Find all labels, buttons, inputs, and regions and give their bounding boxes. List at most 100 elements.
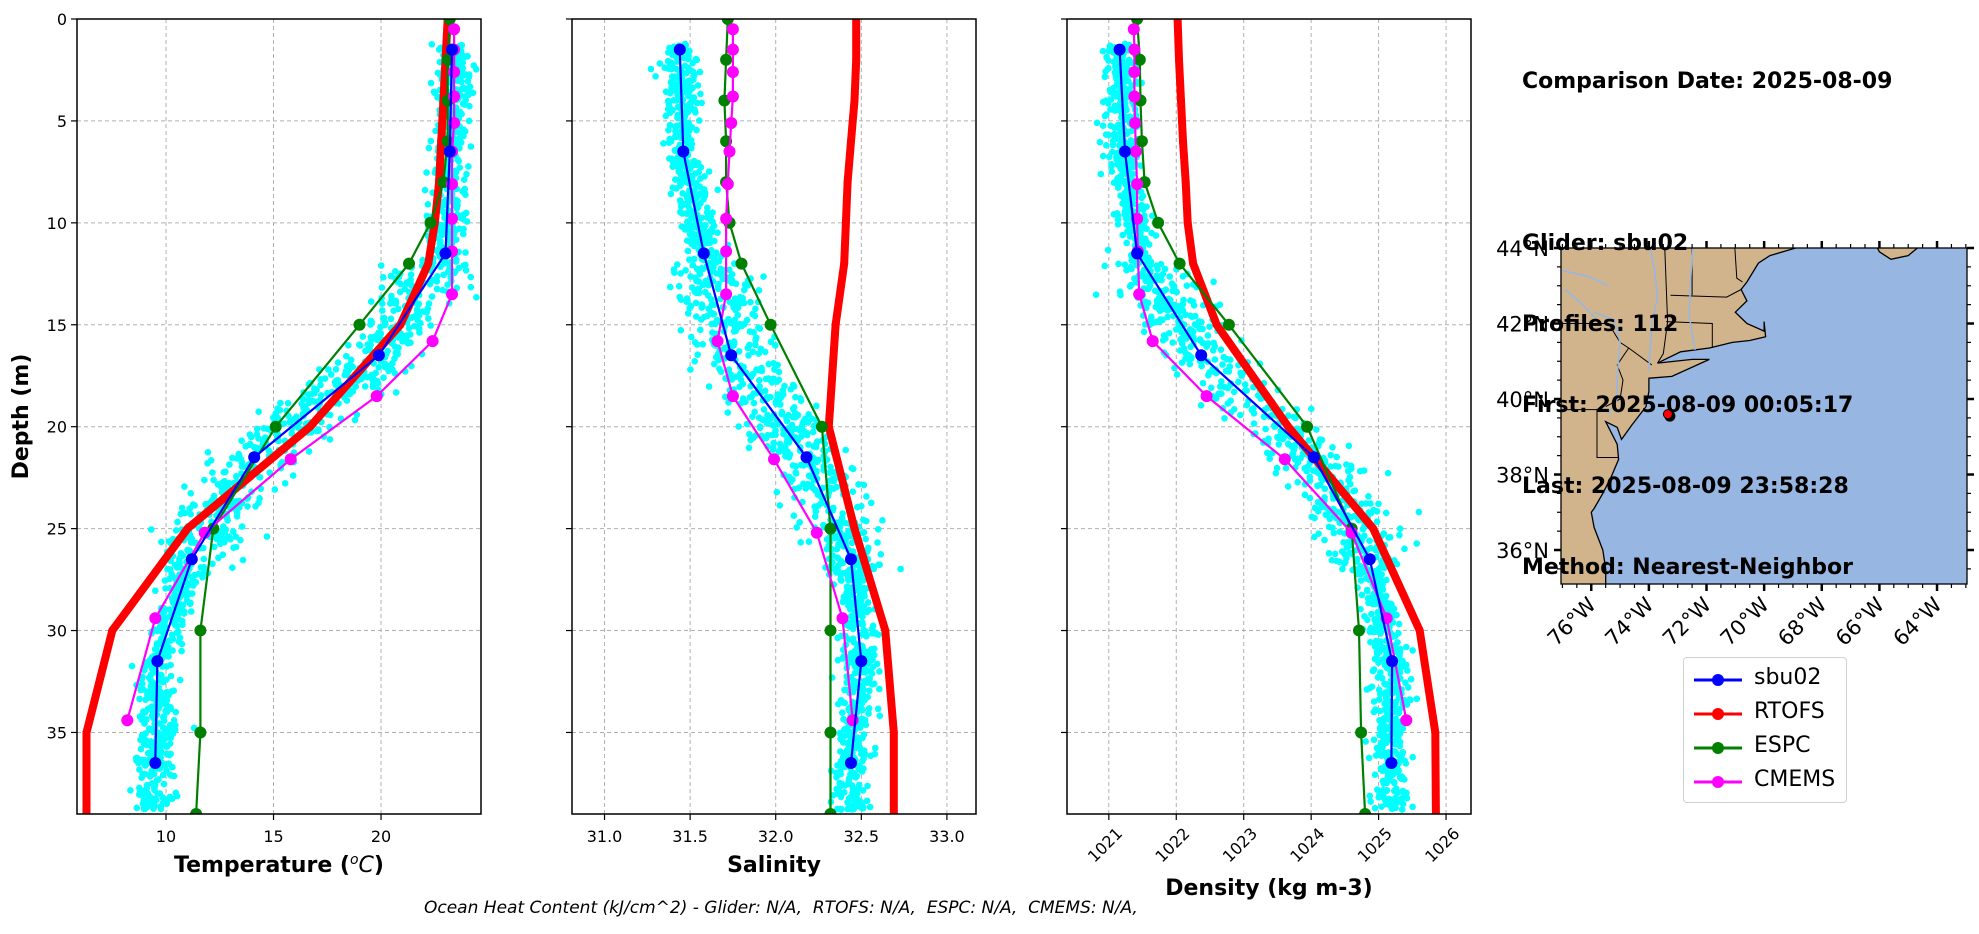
scatter-point	[1210, 278, 1217, 286]
scatter-point	[1116, 288, 1124, 296]
scatter-point	[150, 770, 158, 778]
data-point-espc	[424, 216, 437, 229]
data-point-cmems	[448, 23, 461, 36]
scatter-point	[1111, 133, 1119, 140]
scatter-point	[1198, 362, 1205, 370]
data-point-cmems	[711, 335, 724, 348]
scatter-point	[156, 677, 164, 685]
scatter-point	[705, 383, 713, 390]
scatter-point	[1204, 332, 1212, 339]
scatter-point	[313, 386, 320, 393]
scatter-point	[1187, 327, 1195, 334]
scatter-point	[860, 584, 867, 592]
scatter-point	[367, 321, 374, 328]
scatter-point	[1178, 329, 1185, 336]
scatter-point	[1401, 545, 1408, 553]
scatter-point	[688, 140, 695, 148]
scatter-point	[156, 790, 164, 797]
scatter-point	[699, 281, 707, 289]
scatter-point	[684, 218, 691, 225]
scatter-point	[859, 787, 867, 794]
scatter-point	[767, 415, 774, 423]
scatter-point	[1377, 669, 1384, 676]
scatter-point	[1388, 601, 1395, 608]
scatter-point	[707, 213, 714, 220]
scatter-point	[1226, 363, 1234, 370]
scatter-point	[1275, 434, 1283, 442]
scatter-point	[187, 490, 194, 497]
scatter-point	[693, 126, 700, 134]
scatter-point	[1398, 806, 1406, 813]
scatter-point	[128, 662, 136, 670]
scatter-point	[1105, 57, 1112, 64]
scatter-point	[1119, 231, 1126, 239]
scatter-point	[1372, 752, 1380, 759]
scatter-point	[163, 743, 171, 750]
scatter-point	[690, 72, 698, 80]
scatter-point	[876, 561, 883, 568]
scatter-point	[465, 73, 473, 81]
scatter-point	[680, 201, 688, 208]
scatter-point	[845, 775, 853, 782]
scatter-point	[1197, 402, 1205, 409]
data-point-cmems	[726, 90, 739, 103]
scatter-point	[163, 767, 170, 774]
scatter-point	[1262, 425, 1269, 433]
scatter-point	[1371, 643, 1379, 650]
scatter-point	[260, 425, 268, 432]
scatter-point	[172, 789, 180, 797]
scatter-point	[437, 221, 444, 229]
scatter-point	[426, 280, 434, 288]
scatter-point	[166, 606, 173, 613]
scatter-point	[369, 383, 377, 391]
scatter-point	[697, 90, 704, 98]
data-point-cmems	[720, 212, 733, 225]
scatter-point	[217, 528, 225, 536]
scatter-point	[1205, 372, 1212, 379]
scatter-point	[674, 111, 682, 119]
scatter-point	[210, 543, 218, 551]
scatter-point	[811, 513, 819, 520]
legend-label: CMEMS	[1754, 767, 1836, 792]
scatter-point	[1292, 414, 1299, 422]
lat-tick-label: 40°N	[1496, 388, 1549, 412]
scatter-point	[171, 726, 179, 733]
scatter-point	[1311, 533, 1318, 541]
scatter-point	[1161, 265, 1169, 273]
scatter-point	[1377, 765, 1385, 772]
scatter-point	[731, 295, 739, 302]
scatter-point	[343, 352, 350, 360]
scatter-point	[1384, 469, 1392, 477]
scatter-point	[740, 286, 748, 294]
scatter-point	[1333, 453, 1340, 461]
scatter-point	[186, 505, 193, 512]
data-point-sbu02	[446, 43, 458, 56]
scatter-point	[692, 299, 700, 307]
scatter-point	[1358, 500, 1365, 508]
scatter-point	[685, 84, 693, 92]
scatter-point	[1126, 283, 1134, 290]
scatter-point	[729, 301, 737, 308]
data-point-rtofs	[306, 422, 315, 431]
scatter-point	[1272, 469, 1280, 477]
scatter-point	[178, 647, 185, 655]
scatter-point	[1170, 283, 1178, 291]
scatter-point	[691, 221, 698, 228]
scatter-point	[865, 705, 873, 712]
scatter-point	[798, 433, 805, 440]
scatter-point	[837, 575, 844, 583]
scatter-point	[694, 82, 702, 89]
scatter-point	[671, 269, 678, 277]
scatter-point	[172, 621, 179, 628]
scatter-point	[1339, 565, 1346, 573]
scatter-point	[755, 350, 762, 357]
scatter-point	[695, 267, 702, 274]
scatter-point	[746, 394, 754, 401]
scatter-point	[1145, 285, 1152, 293]
scatter-point	[317, 381, 324, 389]
scatter-point	[151, 782, 159, 789]
scatter-point	[692, 287, 699, 294]
scatter-point	[848, 464, 856, 472]
scatter-point	[160, 717, 168, 724]
